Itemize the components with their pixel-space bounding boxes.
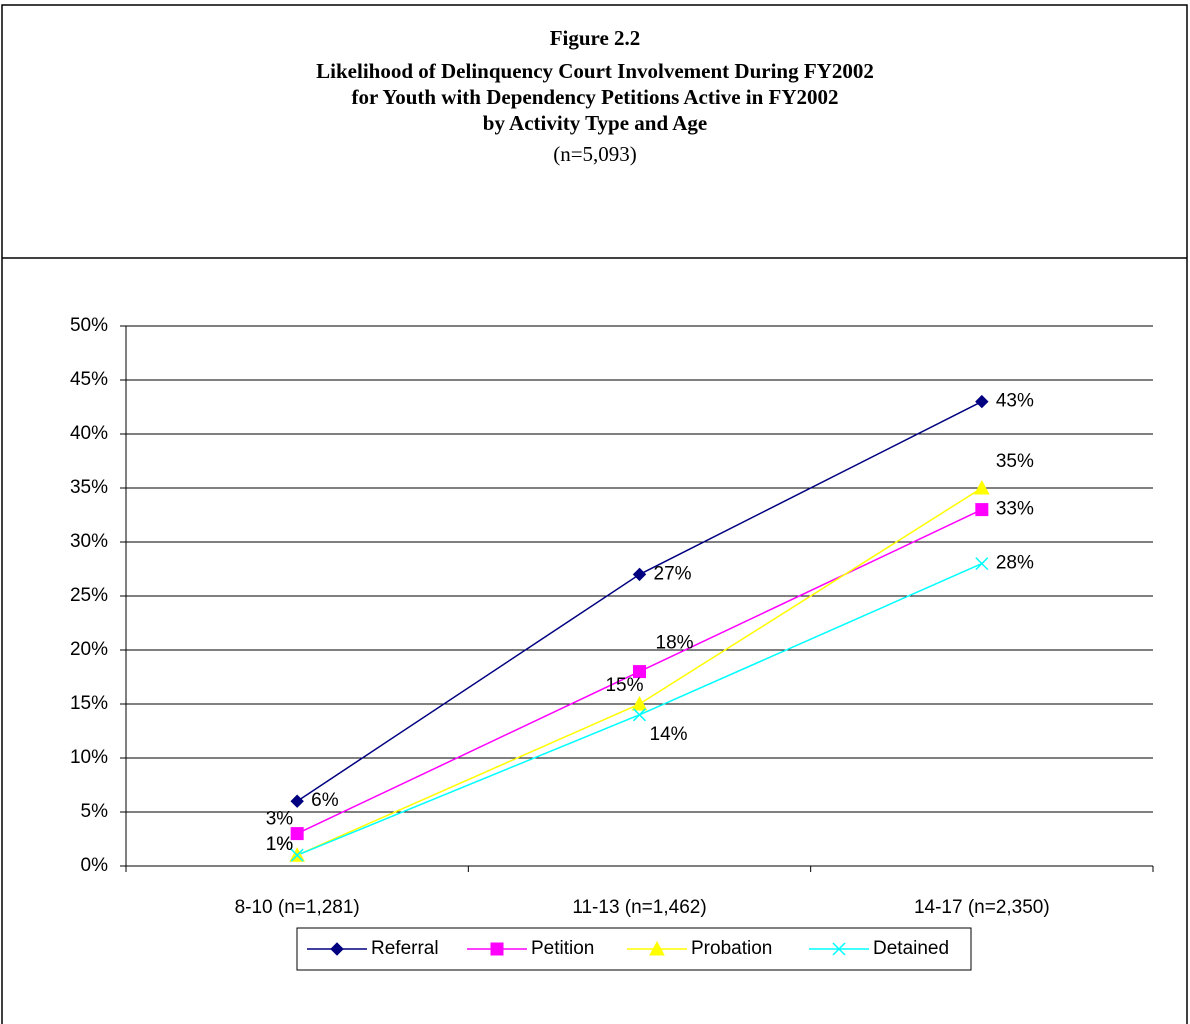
chart-subtitle: by Activity Type and Age bbox=[483, 111, 707, 135]
y-tick-label: 10% bbox=[70, 747, 108, 768]
legend-label: Detained bbox=[873, 938, 949, 959]
chart-subtitle: Likelihood of Delinquency Court Involvem… bbox=[316, 59, 874, 83]
chart-subtitle: for Youth with Dependency Petitions Acti… bbox=[351, 85, 838, 109]
series-line bbox=[296, 400, 983, 802]
data-label: 15% bbox=[605, 675, 643, 696]
marker bbox=[290, 827, 304, 841]
y-tick-label: 20% bbox=[70, 639, 108, 660]
y-tick-label: 35% bbox=[70, 477, 108, 498]
y-tick-label: 0% bbox=[81, 855, 109, 876]
data-label: 1% bbox=[266, 834, 294, 855]
legend-label: Petition bbox=[531, 938, 594, 959]
marker bbox=[973, 479, 990, 495]
y-tick-label: 30% bbox=[70, 531, 108, 552]
data-label: 43% bbox=[996, 391, 1034, 412]
marker bbox=[330, 942, 344, 956]
chart-title: Figure 2.2 bbox=[550, 26, 641, 50]
data-label: 27% bbox=[654, 563, 692, 584]
marker bbox=[975, 557, 989, 571]
y-tick-label: 5% bbox=[81, 801, 109, 822]
data-label: 1% bbox=[266, 834, 294, 855]
data-label: 18% bbox=[656, 633, 694, 654]
marker bbox=[631, 695, 648, 711]
y-tick-label: 40% bbox=[70, 423, 108, 444]
marker bbox=[832, 942, 846, 956]
x-tick-label: 11-13 (n=1,462) bbox=[572, 897, 706, 918]
data-label: 14% bbox=[650, 724, 688, 745]
chart-note: (n=5,093) bbox=[553, 142, 637, 166]
marker bbox=[290, 794, 304, 808]
marker bbox=[290, 848, 304, 862]
x-tick-label: 8-10 (n=1,281) bbox=[235, 897, 360, 918]
frame bbox=[1, 4, 1188, 1024]
marker bbox=[632, 708, 647, 722]
y-tick-label: 15% bbox=[70, 693, 108, 714]
data-label: 3% bbox=[266, 809, 294, 830]
x-tick-label: 14-17 (n=2,350) bbox=[914, 897, 1050, 918]
legend-label: Referral bbox=[371, 938, 439, 959]
marker bbox=[632, 567, 647, 582]
y-tick-label: 25% bbox=[70, 585, 108, 606]
y-tick-label: 50% bbox=[70, 315, 108, 336]
marker bbox=[975, 503, 989, 517]
marker bbox=[633, 665, 646, 679]
data-label: 33% bbox=[996, 499, 1034, 520]
marker bbox=[649, 940, 665, 956]
data-label: 28% bbox=[996, 553, 1034, 574]
y-tick-label: 45% bbox=[70, 369, 108, 390]
data-label: 6% bbox=[311, 790, 339, 811]
marker bbox=[975, 394, 989, 409]
legend-box bbox=[296, 927, 972, 971]
marker bbox=[490, 942, 504, 956]
legend-label: Probation bbox=[691, 938, 772, 959]
data-label: 35% bbox=[996, 451, 1034, 472]
